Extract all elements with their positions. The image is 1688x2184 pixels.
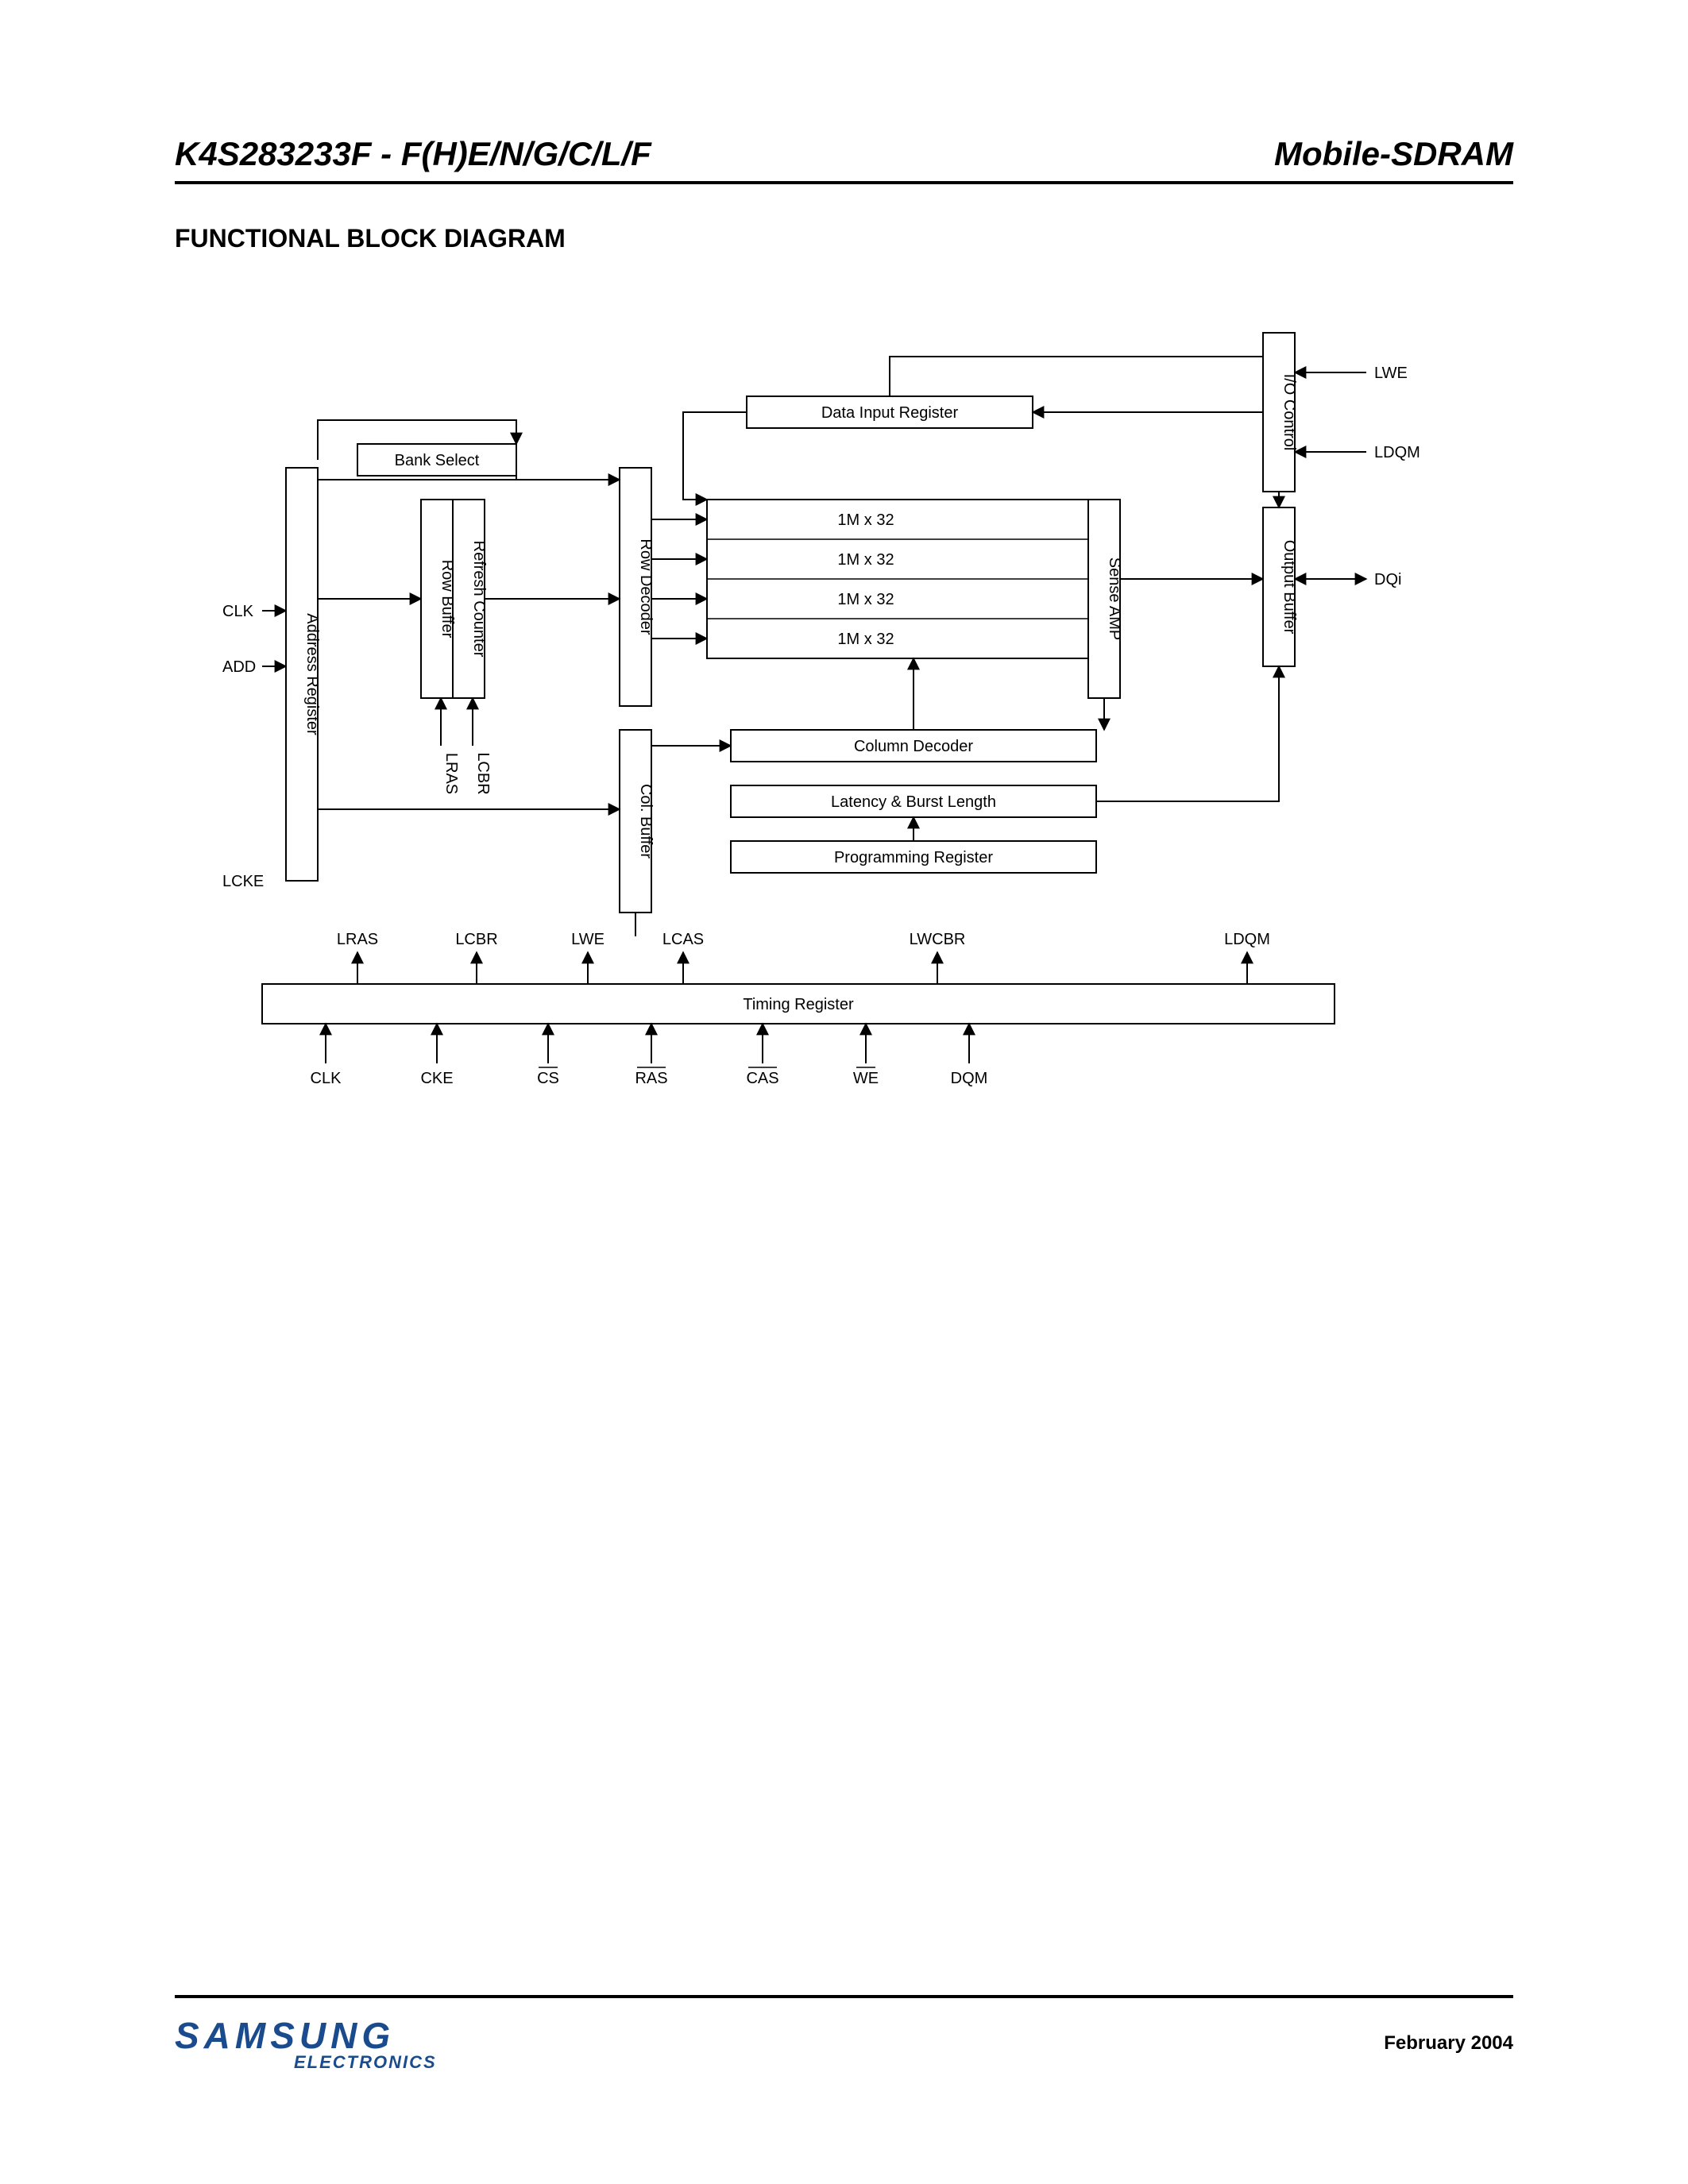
svg-text:LCBR: LCBR xyxy=(474,752,492,794)
svg-text:LDQM: LDQM xyxy=(1374,444,1420,461)
block-diagram: Address RegisterBank SelectRow BufferRef… xyxy=(175,285,1513,1159)
section-title: FUNCTIONAL BLOCK DIAGRAM xyxy=(175,224,1513,253)
svg-text:CKE: CKE xyxy=(420,1070,453,1087)
svg-text:Column Decoder: Column Decoder xyxy=(854,738,973,755)
svg-text:LRAS: LRAS xyxy=(337,931,378,948)
svg-text:LRAS: LRAS xyxy=(442,753,460,794)
svg-text:I/O Control: I/O Control xyxy=(1280,374,1298,451)
svg-text:ADD: ADD xyxy=(222,658,256,676)
svg-text:CLK: CLK xyxy=(311,1070,342,1087)
svg-text:Output Buffer: Output Buffer xyxy=(1280,540,1298,635)
svg-text:CS: CS xyxy=(537,1070,559,1087)
svg-text:CLK: CLK xyxy=(222,603,254,620)
svg-text:Timing Register: Timing Register xyxy=(743,996,854,1013)
svg-text:DQM: DQM xyxy=(951,1070,988,1087)
svg-text:RAS: RAS xyxy=(635,1070,667,1087)
svg-text:Col. Buffer: Col. Buffer xyxy=(637,784,655,859)
svg-text:Row Decoder: Row Decoder xyxy=(637,538,655,635)
samsung-logo: SAMSUNG ELECTRONICS xyxy=(175,2014,437,2073)
footer-date: February 2004 xyxy=(1384,2032,1513,2055)
svg-text:LCKE: LCKE xyxy=(222,873,264,890)
page-footer: SAMSUNG ELECTRONICS February 2004 xyxy=(175,1995,1513,2073)
svg-text:LCBR: LCBR xyxy=(455,931,497,948)
svg-text:1M x 32: 1M x 32 xyxy=(837,631,894,648)
svg-text:WE: WE xyxy=(853,1070,879,1087)
svg-text:Data Input Register: Data Input Register xyxy=(821,404,959,422)
svg-text:Programming Register: Programming Register xyxy=(834,849,993,866)
product-name: Mobile-SDRAM xyxy=(1274,135,1513,173)
svg-text:1M x 32: 1M x 32 xyxy=(837,551,894,569)
svg-text:LCAS: LCAS xyxy=(662,931,704,948)
svg-text:Latency & Burst Length: Latency & Burst Length xyxy=(831,793,996,811)
svg-text:LWCBR: LWCBR xyxy=(910,931,966,948)
svg-text:Sense AMP: Sense AMP xyxy=(1106,558,1123,641)
svg-text:1M x 32: 1M x 32 xyxy=(837,591,894,608)
svg-text:Bank Select: Bank Select xyxy=(395,452,480,469)
svg-text:Address Register: Address Register xyxy=(303,613,321,735)
svg-text:LWE: LWE xyxy=(571,931,605,948)
svg-text:1M x 32: 1M x 32 xyxy=(837,511,894,529)
part-number: K4S283233F - F(H)E/N/G/C/L/F xyxy=(175,135,651,173)
svg-text:DQi: DQi xyxy=(1374,571,1401,588)
svg-text:CAS: CAS xyxy=(746,1070,778,1087)
svg-text:LWE: LWE xyxy=(1374,365,1408,382)
svg-text:LDQM: LDQM xyxy=(1224,931,1270,948)
